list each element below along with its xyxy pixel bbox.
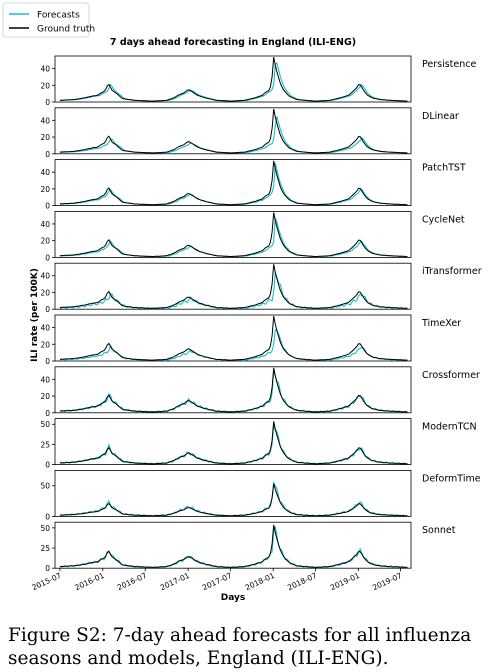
y-tick-label: 40 [40, 272, 50, 281]
y-tick-label: 40 [40, 168, 50, 177]
x-axis-label: Days [221, 593, 246, 603]
x-tick-label: 2018-01 [244, 571, 276, 592]
ground-truth-line [59, 316, 408, 361]
y-tick-label: 0 [45, 357, 50, 366]
panel-itransformer: 0 20 40 iTransformer [40, 262, 482, 314]
y-tick-label: 0 [45, 409, 50, 418]
forecast-line [59, 272, 408, 310]
x-axis-ticks: 2015-07 2016-01 2016-07 2017-01 2017-07 2018-… [31, 568, 404, 592]
y-tick-label: 20 [40, 81, 50, 90]
forecast-line [59, 425, 408, 465]
panel-frame [54, 159, 412, 207]
panel-model-label: CycleNet [422, 214, 465, 225]
panel-frame [54, 366, 412, 414]
x-tick-label: 2019-07 [371, 571, 403, 592]
x-tick-label: 2018-07 [286, 571, 318, 592]
y-tick-label: 40 [40, 116, 50, 125]
ground-truth-line [59, 264, 408, 309]
ground-truth-line [59, 421, 408, 465]
y-tick-label: 0 [45, 202, 50, 211]
x-tick-label: 2017-07 [201, 571, 233, 592]
y-tick-label: 40 [40, 375, 50, 384]
y-tick-label: 20 [40, 133, 50, 142]
panel-model-label: iTransformer [422, 266, 482, 277]
panel-model-label: Persistence [422, 59, 476, 70]
panel-model-label: Sonnet [422, 525, 456, 536]
y-tick-label: 40 [40, 65, 50, 74]
y-tick-label: 20 [40, 340, 50, 349]
panel-cyclenet: 0 20 40 CycleNet [40, 210, 465, 262]
y-tick-label: 25 [40, 544, 50, 553]
panel-patchtst: 0 20 40 PatchTST [40, 159, 466, 211]
panel-crossformer: 0 20 40 Crossformer [40, 366, 480, 418]
y-tick-label: 50 [40, 482, 50, 491]
ground-truth-line [59, 108, 408, 154]
ground-truth-line [59, 160, 408, 206]
panel-sonnet: 0 25 50 Sonnet [40, 521, 456, 573]
legend-label-forecasts: Forecasts [37, 11, 80, 21]
x-tick-label: 2017-01 [159, 571, 191, 592]
y-tick-label: 20 [40, 288, 50, 297]
figure-caption: Figure S2: 7-day ahead forecasts for all… [8, 625, 472, 669]
y-tick-label: 0 [45, 253, 50, 262]
panel-frame [54, 210, 412, 258]
y-axis-label: ILI rate (per 100K) [30, 268, 40, 362]
panel-frame [54, 314, 412, 362]
y-tick-label: 20 [40, 392, 50, 401]
legend-label-ground-truth: Ground truth [37, 25, 95, 35]
panel-frame [54, 107, 412, 155]
y-tick-label: 0 [45, 98, 50, 107]
forecast-line [59, 525, 408, 569]
panel-frame [54, 469, 412, 517]
panel-dlinear: 0 20 40 DLinear [40, 107, 459, 159]
panel-model-label: Crossformer [422, 370, 480, 381]
y-tick-label: 20 [40, 237, 50, 246]
panel-model-label: DeformTime [422, 473, 481, 484]
y-tick-label: 0 [45, 150, 50, 159]
ground-truth-line [59, 367, 408, 413]
panel-model-label: PatchTST [422, 163, 466, 174]
panel-frame [54, 521, 412, 569]
panel-frame [54, 262, 412, 310]
panel-moderntcn: 0 25 50 ModernTCN [40, 418, 477, 470]
ground-truth-line [59, 524, 408, 568]
y-tick-label: 0 [45, 461, 50, 470]
ground-truth-line [59, 483, 408, 517]
forecast-line [59, 62, 408, 102]
panel-persistence: 0 20 40 Persistence [40, 55, 476, 107]
y-tick-label: 0 [45, 305, 50, 314]
panel-model-label: TimeXer [421, 318, 461, 329]
panel-timexer: 0 20 40 TimeXer [40, 314, 461, 366]
forecast-line [59, 217, 408, 258]
y-tick-label: 20 [40, 185, 50, 194]
chart-title: 7 days ahead forecasting in England (ILI… [110, 37, 356, 48]
forecast-line [59, 116, 408, 154]
forecast-line [59, 162, 408, 206]
panel-frame [54, 55, 412, 103]
forecast-line [59, 481, 408, 517]
x-tick-label: 2016-01 [73, 571, 105, 592]
y-tick-label: 50 [40, 420, 50, 429]
x-tick-label: 2015-07 [31, 571, 63, 592]
forecast-line [59, 370, 408, 413]
panel-frame [54, 418, 412, 466]
y-tick-label: 40 [40, 220, 50, 229]
y-tick-label: 0 [45, 512, 50, 521]
chart-panels: 0 20 40 Persistence 0 20 40 DLinear 0 20 40 PatchTS… [40, 55, 482, 573]
y-tick-label: 40 [40, 324, 50, 333]
y-tick-label: 50 [40, 524, 50, 533]
panel-model-label: ModernTCN [422, 422, 477, 433]
ground-truth-line [59, 212, 408, 258]
y-tick-label: 25 [40, 440, 50, 449]
ground-truth-line [59, 57, 408, 102]
legend: Forecasts Ground truth [2, 2, 95, 38]
x-tick-label: 2019-01 [329, 571, 361, 592]
x-tick-label: 2016-07 [116, 571, 148, 592]
panel-deformtime: 0 50 DeformTime [40, 469, 481, 521]
forecast-line [59, 329, 408, 362]
panel-model-label: DLinear [422, 111, 459, 122]
y-tick-label: 0 [45, 564, 50, 573]
